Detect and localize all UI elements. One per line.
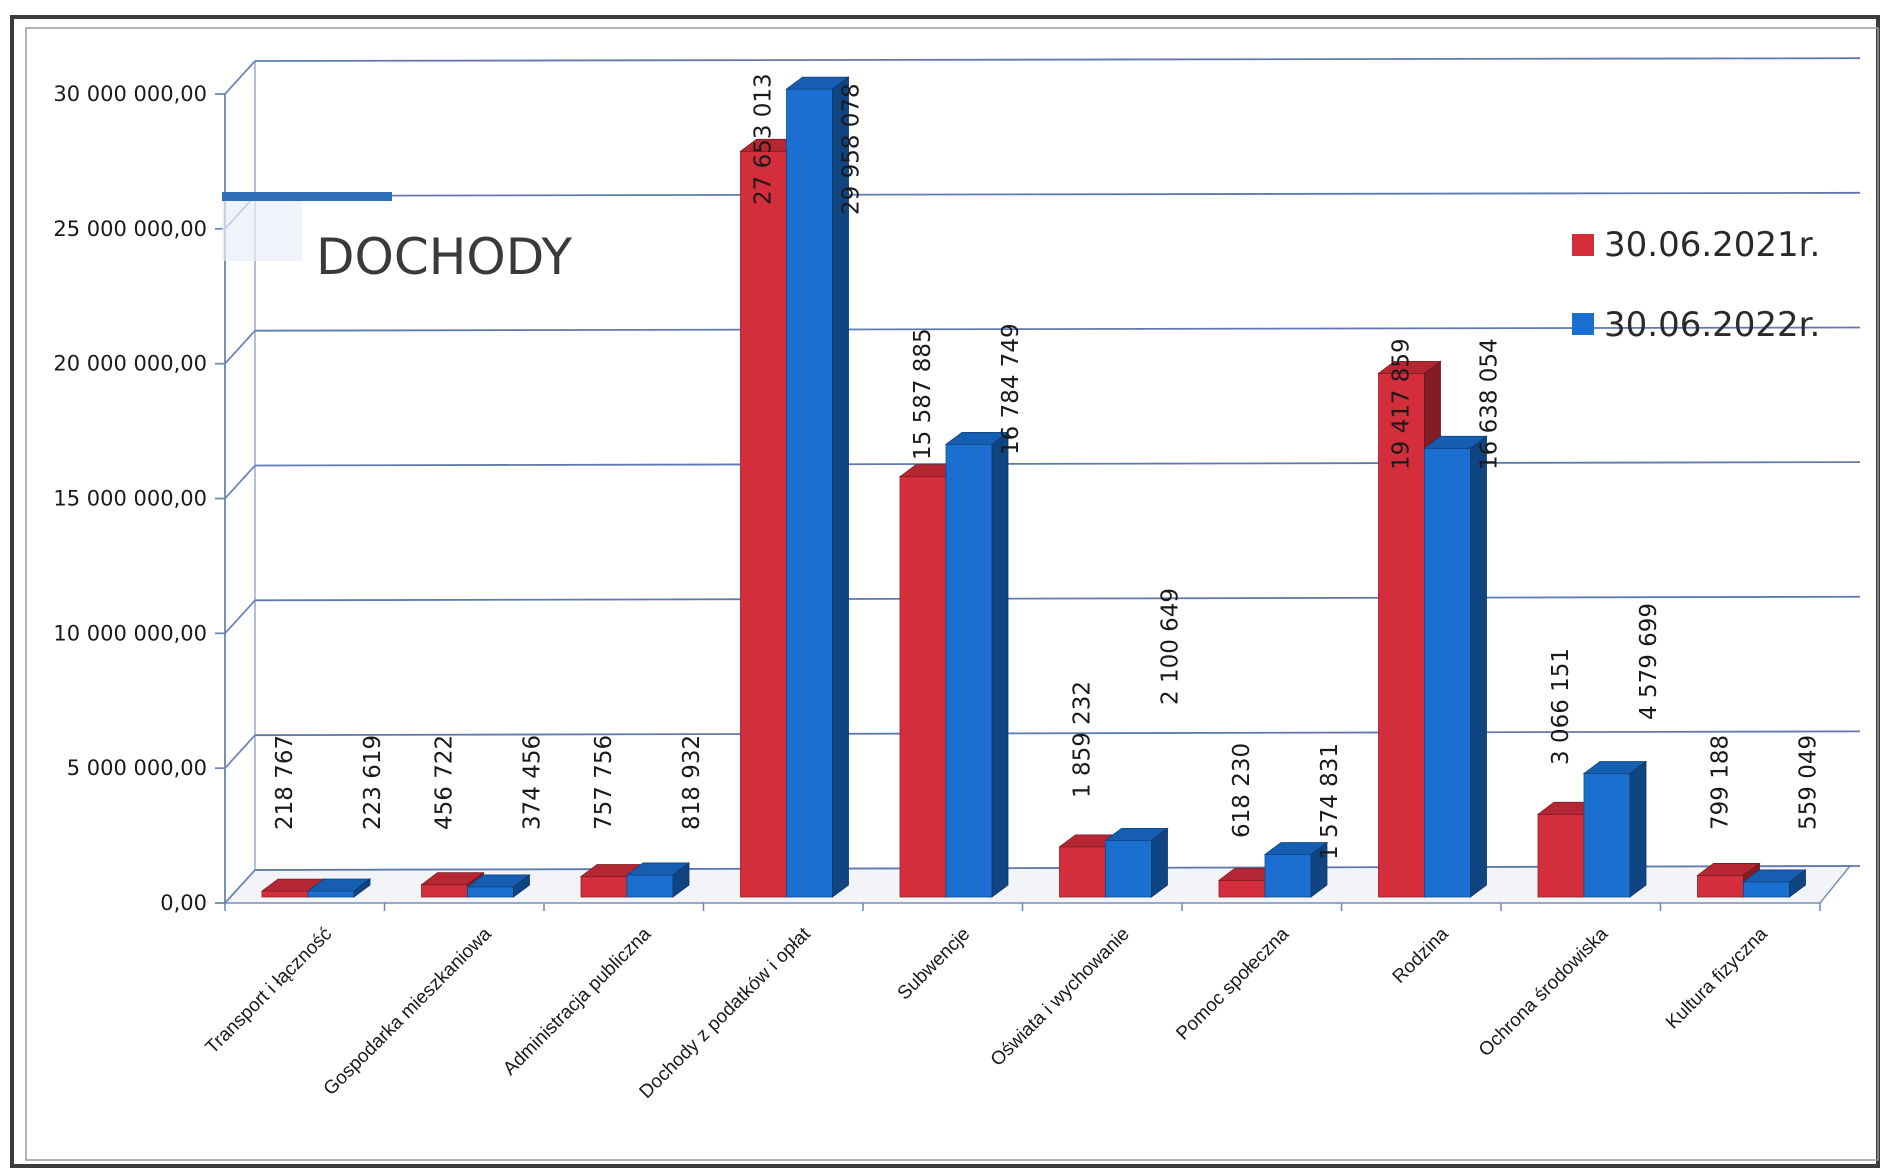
x-category-label: Rodzina <box>1389 923 1453 987</box>
bar-side-2022-7 <box>1470 435 1487 898</box>
legend-swatch-2022 <box>1572 313 1594 335</box>
data-label-2021-2: 757 756 <box>591 735 617 830</box>
bar-2021-7 <box>1378 372 1425 898</box>
data-label-2022-2: 818 932 <box>679 735 705 830</box>
y-tick-label: 20 000 000,00 <box>53 352 207 376</box>
data-label-2022-1: 374 456 <box>520 735 546 830</box>
data-label-2021-6: 618 230 <box>1229 743 1255 838</box>
title-accent-bar <box>222 192 392 201</box>
data-label-2022-9: 559 049 <box>1796 735 1822 830</box>
x-category-label: Pomoc społeczna <box>1172 923 1293 1044</box>
bar-side-2022-5 <box>1151 827 1168 898</box>
bar-2021-6 <box>1218 879 1266 898</box>
y-tick-label: 30 000 000,00 <box>53 82 207 106</box>
data-label-2022-4: 16 784 749 <box>998 323 1024 455</box>
y-tick-label: 5 000 000,00 <box>67 756 207 780</box>
gridline-diagonal <box>224 330 256 365</box>
bar-2022-8 <box>1583 773 1631 898</box>
legend-item-2021: 30.06.2021r. <box>1572 225 1820 265</box>
title-accent-fade <box>222 201 302 261</box>
data-label-2022-8: 4 579 699 <box>1636 603 1662 720</box>
bars <box>260 76 1807 898</box>
data-labels: 218 767 223 619 456 722 374 456 757 756 818 9… <box>272 73 1822 860</box>
bar-2022-5 <box>1105 839 1152 898</box>
y-tick-label: 25 000 000,00 <box>53 217 207 241</box>
bar-side-2022-0 <box>353 878 371 898</box>
bar-2022-1 <box>467 886 514 898</box>
bar-2022-6 <box>1264 854 1312 898</box>
gridline-diagonal <box>224 60 256 95</box>
bar-2022-2 <box>626 874 674 898</box>
bar-2021-3 <box>740 150 787 898</box>
bar-2021-2 <box>580 876 628 898</box>
gridline-diagonal <box>224 599 256 634</box>
chart-title: DOCHODY <box>316 228 572 286</box>
x-category-label: Administracja publiczna <box>499 923 655 1079</box>
y-axis: 0,00 5 000 000,00 10 000 000,00 15 000 000,… <box>53 82 225 915</box>
data-label-2021-9: 799 188 <box>1708 735 1734 830</box>
gridline-diagonal <box>224 464 256 500</box>
data-label-2021-7: 19 417 859 <box>1389 338 1415 470</box>
gridline <box>254 595 1861 602</box>
bar-side-2022-1 <box>513 874 530 898</box>
data-label-2022-5: 2 100 649 <box>1158 588 1184 705</box>
bar-side-2022-9 <box>1789 869 1806 898</box>
x-category-label: Oświata i wychowanie <box>987 924 1134 1071</box>
bar-2021-0 <box>261 890 309 898</box>
bar-2021-5 <box>1059 846 1106 898</box>
gridline <box>254 57 1861 62</box>
gridline <box>254 730 1861 737</box>
bar-side-2022-4 <box>991 431 1009 898</box>
y-tick-label: 15 000 000,00 <box>53 487 207 511</box>
legend-item-2022: 30.06.2022r. <box>1572 305 1820 345</box>
legend-swatch-2021 <box>1572 234 1594 256</box>
gridline-diagonal <box>224 734 256 769</box>
legend-label-2022: 30.06.2022r. <box>1604 305 1820 345</box>
y-tick-label: 10 000 000,00 <box>53 621 207 645</box>
bar-2022-9 <box>1743 881 1790 898</box>
data-label-2022-7: 16 638 054 <box>1477 338 1503 470</box>
bar-2022-4 <box>945 443 993 898</box>
data-label-2021-8: 3 066 151 <box>1548 648 1574 765</box>
title-group: DOCHODY <box>222 192 572 286</box>
data-label-2021-3: 27 653 013 <box>751 73 777 205</box>
data-label-2022-6: 1 574 831 <box>1317 743 1343 860</box>
data-label-2022-0: 223 619 <box>360 735 386 830</box>
data-label-2021-5: 1 859 232 <box>1070 681 1096 798</box>
x-category-label: Transport i łączność <box>202 924 337 1059</box>
bar-2021-9 <box>1697 875 1744 898</box>
gridline <box>254 461 1861 467</box>
bar-side-2022-2 <box>672 862 690 898</box>
bar-2022-0 <box>307 890 355 898</box>
x-category-label: Subwencje <box>894 924 975 1005</box>
gridline-diagonal <box>224 869 256 904</box>
bar-2021-8 <box>1537 813 1585 898</box>
chart-inner-border <box>25 27 1879 1161</box>
gridline <box>254 191 1861 197</box>
x-category-label: Dochody z podatków i opłat <box>636 923 816 1103</box>
bar-2022-7 <box>1424 447 1471 898</box>
bar-side-2022-8 <box>1629 760 1647 898</box>
legend: 30.06.2021r. 30.06.2022r. <box>1572 225 1820 345</box>
bar-2021-4 <box>899 476 947 898</box>
data-label-2022-3: 29 958 078 <box>839 83 865 215</box>
x-category-label: Gospodarka mieszkaniowa <box>320 923 496 1099</box>
x-category-label: Ochrona środowiska <box>1475 923 1613 1061</box>
legend-label-2021: 30.06.2021r. <box>1604 225 1820 265</box>
x-category-label: Kultura fizyczna <box>1662 923 1772 1033</box>
data-label-2021-0: 218 767 <box>272 735 298 830</box>
bar-side-2022-6 <box>1310 841 1328 898</box>
bar-2021-1 <box>421 884 468 898</box>
bar-2022-3 <box>786 88 833 898</box>
bar-side-2022-3 <box>832 76 849 898</box>
data-label-2021-1: 456 722 <box>432 735 458 830</box>
y-tick-label: 0,00 <box>160 891 207 915</box>
data-label-2021-4: 15 587 885 <box>910 328 936 460</box>
